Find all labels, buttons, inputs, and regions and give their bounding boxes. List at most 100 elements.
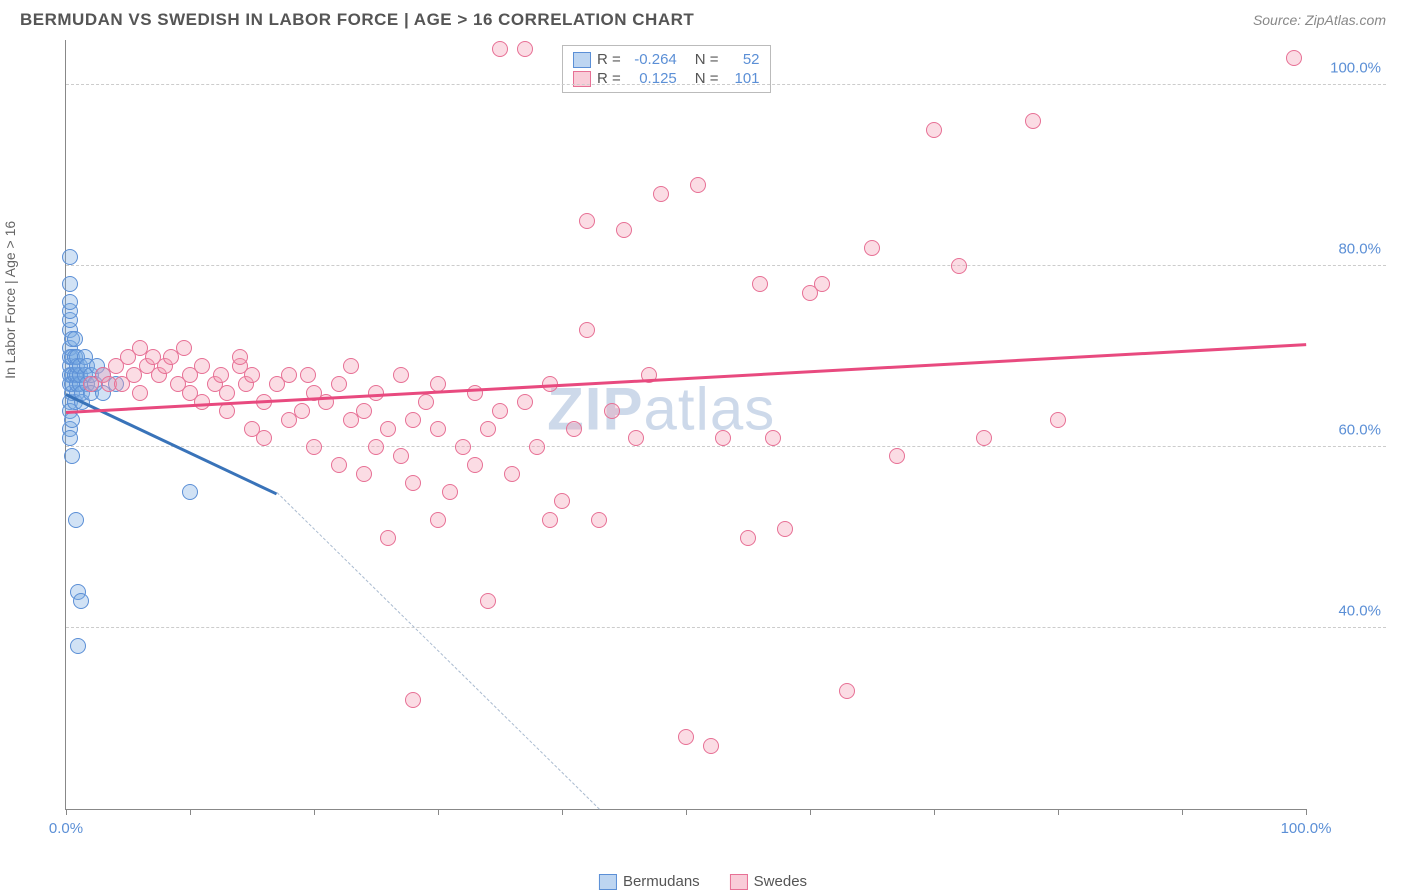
- legend-item-blue: Bermudans: [599, 873, 700, 890]
- scatter-point-pink: [331, 457, 347, 473]
- scatter-point-blue: [62, 249, 78, 265]
- scatter-point-blue: [70, 638, 86, 654]
- y-tick-label: 80.0%: [1338, 241, 1381, 258]
- scatter-point-blue: [64, 412, 80, 428]
- scatter-point-pink: [213, 367, 229, 383]
- legend-swatch-blue: [599, 874, 617, 890]
- scatter-point-pink: [219, 385, 235, 401]
- legend-swatch-pink: [730, 874, 748, 890]
- scatter-point-pink: [281, 367, 297, 383]
- scatter-point-blue: [62, 294, 78, 310]
- x-tick: [810, 809, 811, 815]
- scatter-point-blue: [68, 512, 84, 528]
- y-axis-label: In Labor Force | Age > 16: [2, 221, 18, 379]
- scatter-point-pink: [455, 439, 471, 455]
- scatter-point-pink: [380, 530, 396, 546]
- scatter-point-pink: [430, 512, 446, 528]
- scatter-point-pink: [678, 729, 694, 745]
- x-tick: [934, 809, 935, 815]
- scatter-point-pink: [176, 340, 192, 356]
- scatter-point-pink: [740, 530, 756, 546]
- scatter-point-pink: [703, 738, 719, 754]
- x-tick: [1306, 809, 1307, 815]
- scatter-point-pink: [244, 367, 260, 383]
- scatter-point-pink: [480, 421, 496, 437]
- scatter-point-pink: [492, 403, 508, 419]
- scatter-point-pink: [132, 385, 148, 401]
- scatter-point-pink: [256, 430, 272, 446]
- chart-container: In Labor Force | Age > 16 ZIPatlas R =-0…: [20, 40, 1386, 860]
- scatter-point-pink: [864, 240, 880, 256]
- scatter-point-blue: [73, 593, 89, 609]
- scatter-point-pink: [356, 403, 372, 419]
- scatter-point-pink: [219, 403, 235, 419]
- stats-n-label: N =: [695, 51, 719, 68]
- scatter-point-pink: [653, 186, 669, 202]
- stats-box: R =-0.264N =52R =0.125N =101: [562, 45, 771, 93]
- y-tick-label: 60.0%: [1338, 422, 1381, 439]
- x-tick: [314, 809, 315, 815]
- scatter-point-pink: [777, 521, 793, 537]
- scatter-point-pink: [492, 41, 508, 57]
- scatter-point-pink: [504, 466, 520, 482]
- trend-line: [276, 492, 599, 809]
- scatter-point-blue: [64, 448, 80, 464]
- scatter-point-pink: [542, 512, 558, 528]
- scatter-point-pink: [306, 439, 322, 455]
- x-tick: [438, 809, 439, 815]
- stats-r-label: R =: [597, 51, 621, 68]
- stats-swatch-blue: [573, 52, 591, 68]
- scatter-point-pink: [442, 484, 458, 500]
- chart-title: BERMUDAN VS SWEDISH IN LABOR FORCE | AGE…: [20, 10, 694, 30]
- scatter-point-pink: [604, 403, 620, 419]
- stats-row: R =-0.264N =52: [573, 50, 760, 69]
- scatter-point-pink: [926, 122, 942, 138]
- trend-line: [65, 393, 277, 495]
- scatter-point-pink: [405, 412, 421, 428]
- scatter-point-pink: [690, 177, 706, 193]
- scatter-point-pink: [232, 349, 248, 365]
- y-tick-label: 100.0%: [1330, 60, 1381, 77]
- scatter-point-pink: [393, 448, 409, 464]
- scatter-point-pink: [566, 421, 582, 437]
- scatter-point-pink: [430, 421, 446, 437]
- gridline-horizontal: [66, 84, 1386, 85]
- legend-item-pink: Swedes: [730, 873, 807, 890]
- x-tick-label: 0.0%: [49, 820, 83, 837]
- scatter-point-pink: [405, 475, 421, 491]
- legend-label: Bermudans: [623, 873, 700, 890]
- scatter-point-blue: [182, 484, 198, 500]
- scatter-point-pink: [554, 493, 570, 509]
- scatter-point-pink: [951, 258, 967, 274]
- legend-label: Swedes: [754, 873, 807, 890]
- x-tick: [66, 809, 67, 815]
- scatter-point-pink: [752, 276, 768, 292]
- x-tick: [1182, 809, 1183, 815]
- scatter-point-pink: [839, 683, 855, 699]
- x-tick: [1058, 809, 1059, 815]
- stats-n-value: 52: [725, 51, 760, 68]
- scatter-point-pink: [1025, 113, 1041, 129]
- scatter-point-pink: [889, 448, 905, 464]
- scatter-point-pink: [356, 466, 372, 482]
- chart-header: BERMUDAN VS SWEDISH IN LABOR FORCE | AGE…: [0, 0, 1406, 35]
- scatter-point-blue: [67, 331, 83, 347]
- scatter-point-pink: [616, 222, 632, 238]
- scatter-point-pink: [368, 439, 384, 455]
- scatter-point-pink: [579, 322, 595, 338]
- scatter-point-pink: [405, 692, 421, 708]
- scatter-point-pink: [579, 213, 595, 229]
- x-tick: [686, 809, 687, 815]
- scatter-point-pink: [1286, 50, 1302, 66]
- scatter-point-pink: [418, 394, 434, 410]
- source-attribution: Source: ZipAtlas.com: [1253, 12, 1386, 28]
- x-tick: [562, 809, 563, 815]
- y-tick-label: 40.0%: [1338, 603, 1381, 620]
- gridline-horizontal: [66, 265, 1386, 266]
- scatter-point-pink: [591, 512, 607, 528]
- scatter-point-pink: [194, 394, 210, 410]
- x-tick: [190, 809, 191, 815]
- gridline-horizontal: [66, 627, 1386, 628]
- scatter-point-pink: [331, 376, 347, 392]
- scatter-point-pink: [343, 358, 359, 374]
